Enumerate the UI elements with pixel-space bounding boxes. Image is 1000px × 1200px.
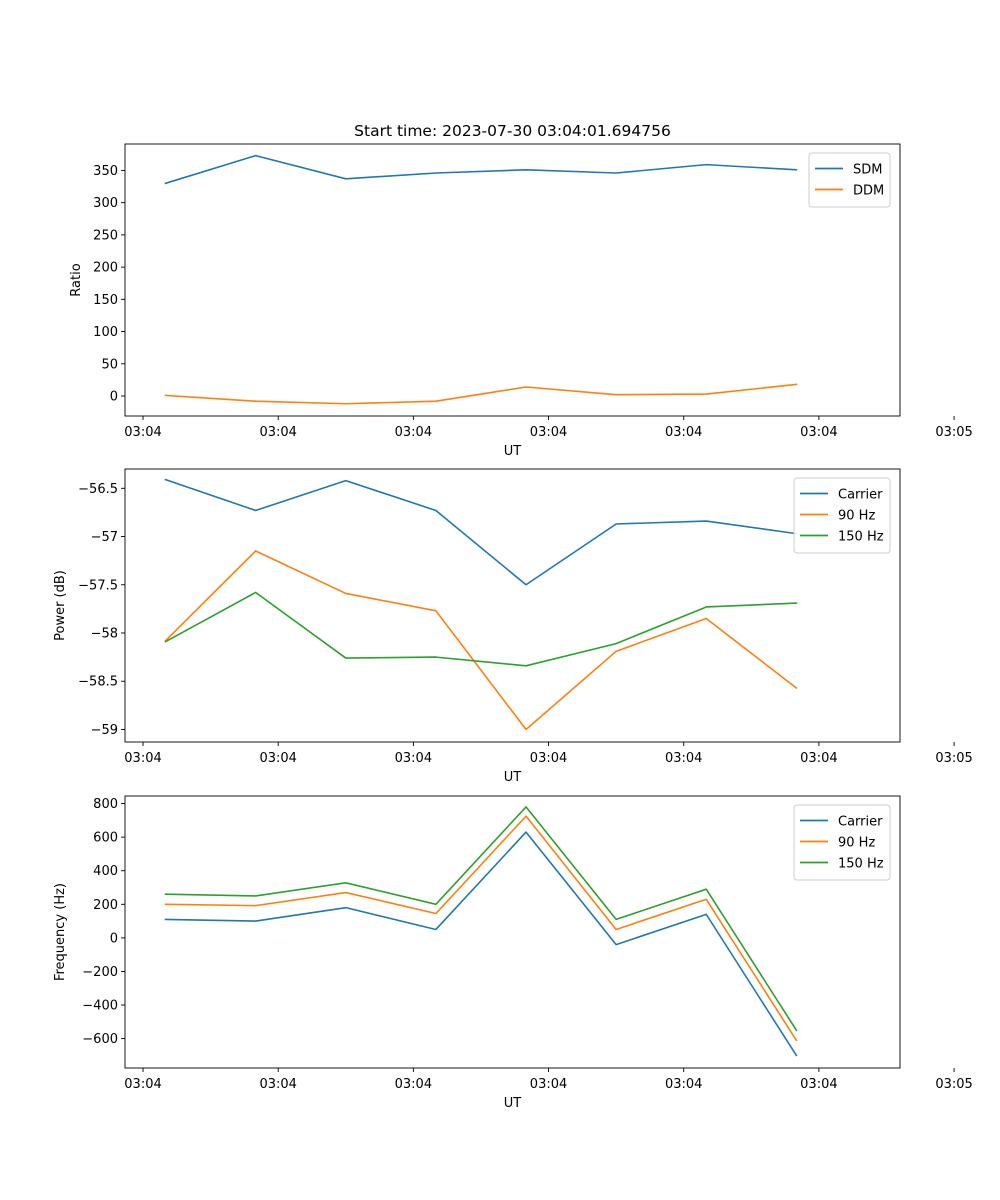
y-tick-label: −56.5 [78, 482, 118, 497]
x-tick-label: 03:04 [530, 1077, 567, 1092]
series-line-carrier [164, 831, 798, 1057]
x-tick-label: 03:04 [259, 751, 296, 766]
series-line-carrier [164, 478, 798, 586]
y-tick-label: −200 [82, 965, 118, 980]
x-tick-label: 03:04 [395, 1077, 432, 1092]
x-tick-label: 03:04 [124, 1077, 161, 1092]
y-tick-label: −400 [82, 999, 118, 1014]
x-axis-label: UT [504, 444, 522, 459]
y-tick-label: 350 [93, 164, 118, 179]
y-tick-label: −57 [91, 530, 118, 545]
legend-label: Carrier [838, 488, 883, 503]
y-tick-label: −58.5 [78, 675, 118, 690]
y-tick-label: 300 [93, 196, 118, 211]
y-tick-label: 150 [93, 293, 118, 308]
x-tick-label: 03:05 [935, 425, 972, 440]
chart-title: Start time: 2023-07-30 03:04:01.694756 [354, 122, 671, 140]
x-tick-label: 03:04 [395, 751, 432, 766]
plot-frame [124, 795, 901, 1069]
x-tick-label: 03:04 [530, 751, 567, 766]
x-tick-label: 03:04 [800, 751, 837, 766]
chart-3: −600 −400 −200 0 200 400 600 800 03:04 03:04 03:04… [53, 795, 973, 1111]
x-tick-label: 03:04 [800, 425, 837, 440]
x-tick-label: 03:04 [124, 425, 161, 440]
y-axis-label: Ratio [69, 263, 84, 296]
x-tick-label: 03:05 [935, 1077, 972, 1092]
x-tick-label: 03:04 [665, 1077, 702, 1092]
legend-label: SDM [853, 163, 882, 178]
y-tick-label: 400 [93, 864, 118, 879]
series-line-150-hz [164, 591, 798, 667]
series-line-90-hz [164, 815, 798, 1042]
legend: Carrier 90 Hz 150 Hz [793, 477, 891, 554]
legend-box [808, 152, 891, 208]
y-axis-label: Frequency (Hz) [53, 883, 68, 981]
series-line-ddm [164, 383, 798, 405]
legend-label: 150 Hz [838, 857, 884, 872]
legend-label: 90 Hz [838, 836, 875, 851]
y-tick-label: −600 [82, 1032, 118, 1047]
series-line-sdm [164, 154, 798, 185]
x-tick-label: 03:04 [530, 425, 567, 440]
legend: SDM DDM [808, 152, 891, 208]
y-tick-label: 0 [110, 931, 118, 946]
legend-box [793, 804, 891, 881]
legend-box [793, 477, 891, 554]
x-tick-label: 03:04 [665, 751, 702, 766]
legend-label: 150 Hz [838, 530, 884, 545]
x-tick-label: 03:04 [124, 751, 161, 766]
chart-1: 0 50 100 150 200 250 300 350 03:04 03:04 03:04 03:0… [69, 122, 973, 459]
y-tick-label: −57.5 [78, 578, 118, 593]
x-tick-label: 03:04 [259, 425, 296, 440]
chart-2: −59 −58.5 −58 −57.5 −57 −56.5 03:04 03:04 03:04 0… [53, 468, 973, 785]
y-axis-label: Power (dB) [53, 570, 68, 641]
legend-label: 90 Hz [838, 509, 875, 524]
y-tick-label: 50 [101, 357, 118, 372]
y-tick-label: −59 [91, 723, 118, 738]
plot-frame [124, 143, 901, 417]
x-tick-label: 03:04 [800, 1077, 837, 1092]
x-tick-label: 03:04 [665, 425, 702, 440]
y-tick-label: 100 [93, 325, 118, 340]
x-tick-label: 03:04 [395, 425, 432, 440]
y-tick-label: 200 [93, 898, 118, 913]
y-tick-label: 250 [93, 228, 118, 243]
y-tick-label: 200 [93, 261, 118, 276]
y-tick-label: 800 [93, 797, 118, 812]
x-axis-label: UT [504, 770, 522, 785]
series-line-90-hz [164, 550, 798, 731]
y-tick-label: −58 [91, 626, 118, 641]
x-axis-label: UT [504, 1096, 522, 1111]
x-tick-label: 03:04 [259, 1077, 296, 1092]
legend-label: DDM [853, 184, 884, 199]
legend-label: Carrier [838, 815, 883, 830]
plot-frame [124, 468, 901, 743]
y-tick-label: 0 [110, 390, 118, 405]
series-line-150-hz [164, 806, 798, 1032]
y-tick-label: 600 [93, 831, 118, 846]
legend: Carrier 90 Hz 150 Hz [793, 804, 891, 881]
x-tick-label: 03:05 [935, 751, 972, 766]
